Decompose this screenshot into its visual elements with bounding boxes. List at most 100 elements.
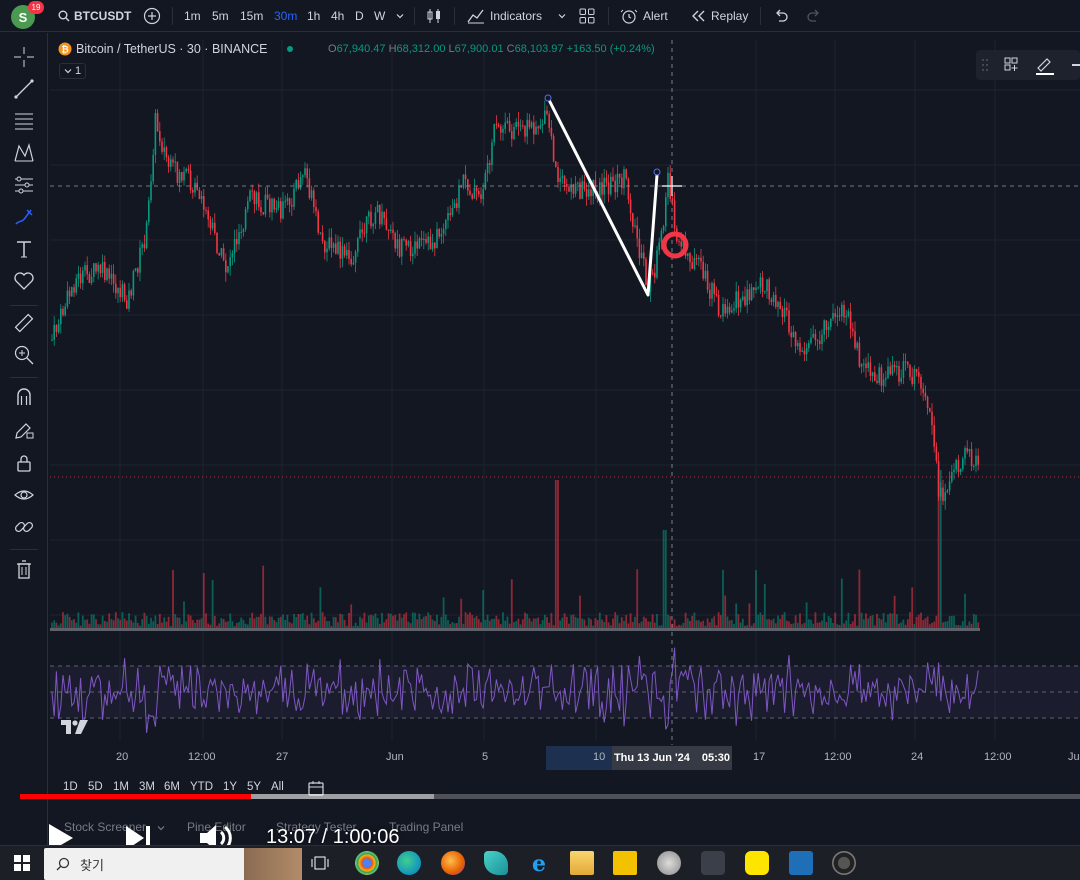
replay-button[interactable]: Replay (690, 0, 748, 32)
interval-5m[interactable]: 5m (212, 9, 229, 23)
volume-bar (403, 614, 405, 630)
alert-button[interactable]: Alert (620, 0, 668, 32)
tab-trading-panel[interactable]: Trading Panel (389, 820, 464, 834)
candle-body (475, 187, 478, 192)
forecast-tool[interactable] (10, 171, 38, 199)
measure-tool[interactable] (10, 309, 38, 337)
brush-tool[interactable] (10, 203, 38, 231)
volume-bar (77, 612, 80, 630)
magnet-tool[interactable] (10, 383, 38, 411)
edge-icon[interactable] (397, 851, 421, 875)
range-ytd[interactable]: YTD (190, 781, 213, 793)
volume-bar (211, 580, 214, 630)
calculator-icon[interactable] (701, 851, 725, 875)
volume-bar (264, 616, 267, 630)
zoom-tool[interactable] (10, 341, 38, 369)
text-tool[interactable] (10, 235, 38, 263)
candle-body (220, 248, 223, 256)
lock-all-tool[interactable] (10, 449, 38, 477)
candle-body (172, 159, 174, 163)
taskbar-search-input[interactable]: 찾기 (44, 848, 302, 880)
next-video-icon[interactable] (124, 825, 152, 851)
volume-bar (407, 621, 410, 630)
sync-drawings-tool[interactable] (10, 513, 38, 541)
symbol-search-button[interactable]: BTCUSDT (58, 0, 131, 32)
compare-symbol-button[interactable] (143, 0, 161, 32)
obs-icon[interactable] (832, 851, 856, 875)
kakaotalk-icon[interactable] (745, 851, 769, 875)
legend-collapse-button[interactable]: 1 (59, 63, 86, 79)
tab-stock-screener[interactable]: Stock Screener (64, 820, 147, 834)
firefox-icon[interactable] (441, 851, 465, 875)
icon-tool[interactable] (10, 267, 38, 295)
lock-drawing-tool[interactable] (10, 416, 38, 444)
volume-bar (576, 618, 579, 630)
remove-drawings-tool[interactable] (10, 556, 38, 584)
range-3m[interactable]: 3M (139, 781, 155, 793)
undo-button[interactable] (773, 0, 789, 32)
indicators-dropdown[interactable] (557, 0, 567, 32)
tab-strategy-tester[interactable]: Strategy Tester (276, 820, 357, 834)
candle-body (161, 141, 163, 152)
range-1d[interactable]: 1D (63, 781, 78, 793)
chevron-down-icon[interactable] (157, 824, 165, 832)
indicators-button[interactable]: Indicators (467, 0, 542, 32)
range-1m[interactable]: 1M (113, 781, 129, 793)
search-icon (56, 857, 70, 871)
candle-body (552, 136, 555, 162)
range-1y[interactable]: 1Y (223, 781, 238, 793)
windows-start-icon[interactable] (14, 855, 30, 871)
symbol-title[interactable]: Bitcoin / TetherUS · 30 · BINANCE (76, 42, 268, 56)
line-color-icon[interactable] (1036, 58, 1054, 75)
range-5y[interactable]: 5Y (247, 781, 262, 793)
app-disk-icon[interactable] (657, 851, 681, 875)
app-bird-icon[interactable] (484, 851, 508, 875)
interval-d[interactable]: D (355, 9, 364, 23)
candle-body (612, 176, 614, 181)
drag-handle-icon[interactable] (982, 59, 988, 71)
crosshair-tool[interactable] (10, 43, 38, 71)
volume-bar (471, 615, 474, 630)
interval-15m[interactable]: 15m (240, 9, 264, 23)
range-all[interactable]: All (271, 781, 284, 793)
hide-drawings-tool[interactable] (10, 481, 38, 509)
interval-1m[interactable]: 1m (184, 9, 201, 23)
interval-30m[interactable]: 30m (274, 9, 298, 23)
trend-line-tool[interactable] (10, 75, 38, 103)
candle-body (77, 273, 80, 279)
tab-pine-editor[interactable]: Pine Editor (187, 820, 246, 834)
video-progress-track[interactable] (20, 794, 1080, 799)
file-explorer-icon[interactable] (570, 851, 594, 875)
calendar-icon[interactable] (307, 779, 325, 797)
chrome-icon[interactable] (355, 851, 379, 875)
volume-bar (381, 612, 383, 630)
app-blue-icon[interactable] (789, 851, 813, 875)
task-view-icon[interactable] (311, 855, 329, 871)
volume-bar (183, 601, 185, 630)
fib-tool[interactable] (10, 107, 38, 135)
sticky-notes-icon[interactable] (613, 851, 637, 875)
interval-1h[interactable]: 1h (307, 9, 321, 23)
interval-4h[interactable]: 4h (331, 9, 345, 23)
range-6m[interactable]: 6M (164, 781, 180, 793)
interval-w[interactable]: W (374, 9, 386, 23)
volume-bar (717, 612, 720, 630)
interval-dropdown[interactable] (395, 0, 405, 32)
volume-bar (966, 625, 969, 630)
pattern-tool[interactable] (10, 139, 38, 167)
candle-body (913, 368, 916, 385)
layout-button[interactable] (579, 0, 595, 32)
volume-bar (579, 595, 581, 630)
price-chart[interactable] (50, 33, 1080, 773)
internet-explorer-icon[interactable]: e (527, 851, 551, 877)
template-icon[interactable] (1004, 57, 1018, 71)
toolbar-divider (10, 305, 38, 306)
volume-bar (587, 617, 590, 630)
volume-bar (629, 613, 632, 630)
range-5d[interactable]: 5D (88, 781, 103, 793)
volume-bar (194, 622, 196, 630)
chart-type-button[interactable] (425, 0, 443, 32)
volume-bar (537, 617, 540, 630)
redo-button[interactable] (806, 0, 822, 32)
volume-bar (766, 619, 768, 630)
